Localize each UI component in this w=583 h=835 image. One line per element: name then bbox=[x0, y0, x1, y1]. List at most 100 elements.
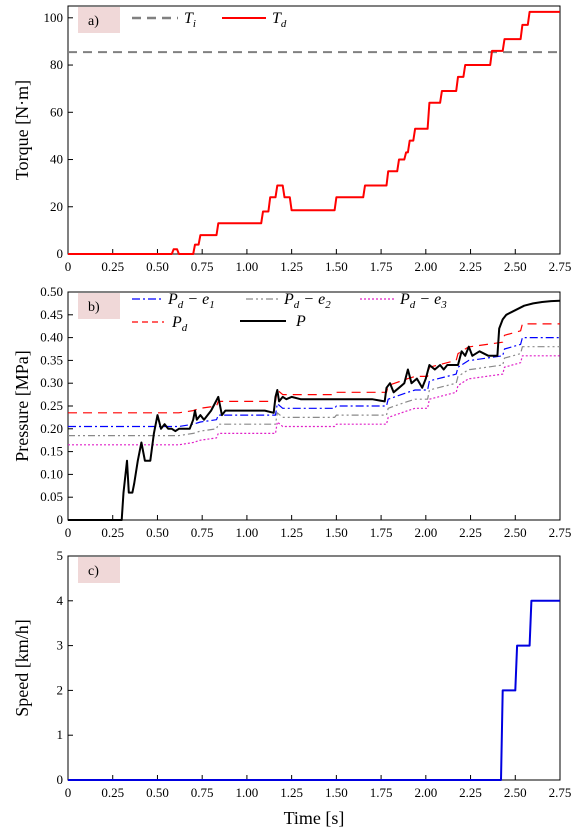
panel-a: a) Ti Td 0 20 40 60 80 100 0 0.25 0.50 0.75 1.00 1… bbox=[12, 5, 572, 274]
x-tick-label-a: 1.50 bbox=[325, 259, 348, 274]
panel-c-tag-bg bbox=[78, 557, 120, 583]
y-tick-label-c: 0 bbox=[57, 772, 64, 787]
y-tick-label-b: 0.50 bbox=[40, 284, 63, 299]
y-tick-label-b: 0.45 bbox=[40, 307, 63, 322]
y-ticks-c: 0 1 2 3 4 5 bbox=[57, 548, 73, 787]
x-tick-label-a: 0 bbox=[65, 259, 72, 274]
x-tick-label-c: 2.50 bbox=[504, 785, 527, 800]
x-tick-label-b: 1.75 bbox=[370, 525, 393, 540]
series-b bbox=[68, 299, 561, 521]
x-tick-label-a: 2.00 bbox=[414, 259, 437, 274]
y-tick-label-a: 80 bbox=[50, 57, 63, 72]
legend-label-pd-e2: Pd − e2 bbox=[283, 291, 331, 311]
x-tick-label-c: 1.50 bbox=[325, 785, 348, 800]
panel-a-tag-bg bbox=[78, 7, 120, 33]
y-tick-label-c: 3 bbox=[57, 638, 64, 653]
y-tick-label-b: 0.20 bbox=[40, 421, 63, 436]
series-line-b-1 bbox=[68, 346, 560, 437]
panel-a-tag: a) bbox=[88, 14, 99, 29]
x-tick-label-b: 1.50 bbox=[325, 525, 348, 540]
panel-b-tag: b) bbox=[88, 300, 100, 315]
series-line-b-4 bbox=[68, 299, 561, 521]
x-tick-label-c: 2.75 bbox=[549, 785, 572, 800]
legend-label-pd-e3: Pd − e3 bbox=[399, 291, 447, 311]
x-tick-label-c: 2.25 bbox=[459, 785, 482, 800]
x-tick-label-a: 0.50 bbox=[146, 259, 169, 274]
x-tick-label-c: 2.00 bbox=[414, 785, 437, 800]
x-tick-label-a: 2.75 bbox=[549, 259, 572, 274]
y-tick-label-a: 100 bbox=[44, 10, 64, 25]
x-tick-label-c: 0.25 bbox=[101, 785, 124, 800]
x-tick-label-b: 2.50 bbox=[504, 525, 527, 540]
y-tick-label-b: 0.15 bbox=[40, 444, 63, 459]
y-tick-label-a: 0 bbox=[57, 246, 64, 261]
x-tick-label-a: 0.25 bbox=[101, 259, 124, 274]
panel-c-frame bbox=[67, 555, 561, 781]
y-axis-label-a: Torque [N·m] bbox=[12, 80, 32, 180]
series-a bbox=[68, 10, 560, 255]
x-tick-label-c: 0.75 bbox=[191, 785, 214, 800]
y-tick-label-c: 4 bbox=[57, 593, 64, 608]
y-tick-label-b: 0.05 bbox=[40, 489, 63, 504]
x-tick-label-a: 1.00 bbox=[236, 259, 259, 274]
legend-b: Pd − e1 Pd − e2 Pd − e3 Pd P bbox=[132, 291, 447, 334]
y-tick-label-b: 0.30 bbox=[40, 375, 63, 390]
y-axis-label-b: Pressure [MPa] bbox=[12, 350, 32, 461]
x-tick-label-c: 0 bbox=[65, 785, 72, 800]
x-tick-label-b: 2.00 bbox=[414, 525, 437, 540]
y-axis-label-c: Speed [km/h] bbox=[12, 619, 32, 716]
y-tick-label-b: 0.25 bbox=[40, 398, 63, 413]
y-tick-label-a: 20 bbox=[50, 199, 63, 214]
series-line-c-0 bbox=[68, 599, 560, 781]
y-tick-label-c: 2 bbox=[57, 682, 64, 697]
x-tick-label-a: 2.50 bbox=[504, 259, 527, 274]
x-tick-label-a: 1.75 bbox=[370, 259, 393, 274]
x-axis-label-c: Time [s] bbox=[284, 808, 345, 828]
y-ticks-b: 0 0.05 0.10 0.15 0.20 0.25 0.30 0.35 0.40 0.45 0.5… bbox=[40, 284, 73, 527]
y-tick-label-c: 1 bbox=[57, 727, 64, 742]
series-line-b-2 bbox=[68, 355, 560, 446]
x-tick-label-c: 1.25 bbox=[280, 785, 303, 800]
panel-a-frame bbox=[67, 5, 561, 255]
series-line-b-0 bbox=[68, 337, 560, 428]
x-tick-label-b: 0.50 bbox=[146, 525, 169, 540]
panel-b: b) Pd − e1 Pd − e2 Pd − e3 Pd P 0 0.05 0.1… bbox=[12, 284, 571, 540]
legend-label-ti: Ti bbox=[184, 10, 196, 30]
x-tick-label-b: 0 bbox=[65, 525, 72, 540]
y-tick-label-b: 0.35 bbox=[40, 352, 63, 367]
y-tick-label-b: 0 bbox=[57, 512, 64, 527]
y-tick-label-c: 5 bbox=[57, 548, 64, 563]
x-tick-label-b: 2.25 bbox=[459, 525, 482, 540]
x-tick-label-b: 0.25 bbox=[101, 525, 124, 540]
x-tick-label-b: 0.75 bbox=[191, 525, 214, 540]
x-tick-label-b: 2.75 bbox=[549, 525, 572, 540]
panel-c: c) 0 1 2 3 4 5 0 0.25 0.50 0.75 1.00 1.25 1.50 1.75 2… bbox=[12, 548, 571, 828]
x-ticks-b: 0 0.25 0.50 0.75 1.00 1.25 1.50 1.75 2.00 2.25 2.5… bbox=[65, 515, 572, 540]
panel-b-frame bbox=[67, 291, 561, 521]
y-tick-label-a: 60 bbox=[50, 104, 63, 119]
x-tick-label-c: 1.00 bbox=[236, 785, 259, 800]
series-line-a-1 bbox=[68, 10, 560, 255]
x-tick-label-c: 0.50 bbox=[146, 785, 169, 800]
legend-label-pd-e1: Pd − e1 bbox=[167, 291, 215, 311]
series-c bbox=[68, 599, 560, 781]
legend-a: Ti Td bbox=[132, 10, 287, 30]
y-ticks-a: 0 20 40 60 80 100 bbox=[44, 10, 73, 261]
legend-label-pd: Pd bbox=[171, 314, 188, 334]
x-tick-label-c: 1.75 bbox=[370, 785, 393, 800]
x-ticks-c: 0 0.25 0.50 0.75 1.00 1.25 1.50 1.75 2.00 2.25 2.5… bbox=[65, 775, 572, 800]
panel-c-tag: c) bbox=[88, 564, 99, 579]
x-tick-label-a: 1.25 bbox=[280, 259, 303, 274]
panel-b-tag-bg bbox=[78, 293, 120, 319]
x-tick-label-b: 1.00 bbox=[236, 525, 259, 540]
legend-label-td: Td bbox=[272, 10, 287, 30]
x-ticks-a: 0 0.25 0.50 0.75 1.00 1.25 1.50 1.75 2.00 2.25 2.5… bbox=[65, 249, 572, 274]
legend-label-p: P bbox=[295, 313, 306, 330]
x-tick-label-b: 1.25 bbox=[280, 525, 303, 540]
x-tick-label-a: 0.75 bbox=[191, 259, 214, 274]
x-tick-label-a: 2.25 bbox=[459, 259, 482, 274]
y-tick-label-b: 0.40 bbox=[40, 330, 63, 345]
y-tick-label-a: 40 bbox=[50, 152, 63, 167]
y-tick-label-b: 0.10 bbox=[40, 466, 63, 481]
